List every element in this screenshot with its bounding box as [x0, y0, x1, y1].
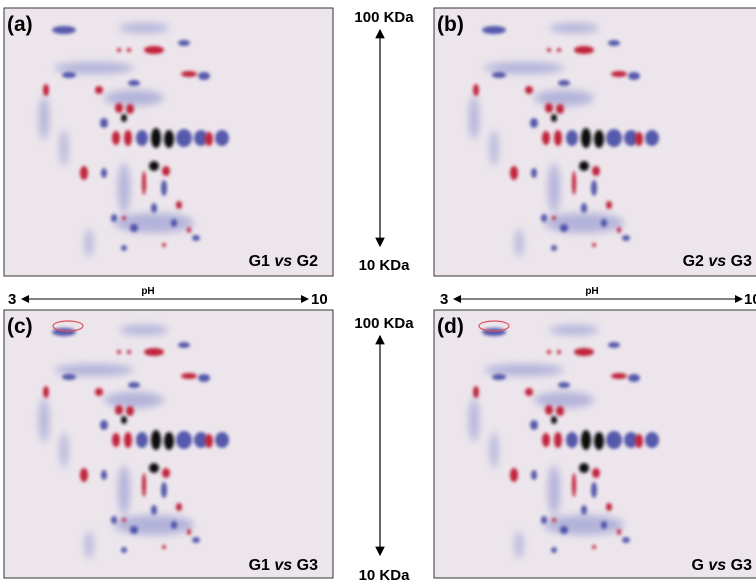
ph-low: 3 [8, 291, 16, 308]
mw-scale: 100 KDa 10 KDa [354, 315, 414, 584]
panel-caption: G1 vs G2 [249, 253, 318, 270]
panel-caption: G1 vs G3 [249, 557, 318, 574]
ph-label: pH [585, 286, 598, 297]
ph-high: 10 [744, 291, 756, 308]
ph-label: pH [141, 286, 154, 297]
ph-scale: 3 pH 10 [8, 286, 328, 308]
panel-caption: G2 vs G3 [683, 253, 752, 270]
panel: (b) G2 vs G3 [433, 7, 756, 277]
panel: (c) G1 vs G3 [3, 309, 334, 579]
mw-scale: 100 KDa 10 KDa [354, 9, 414, 274]
ph-low: 3 [440, 291, 448, 308]
mw-bottom-label: 10 KDa [359, 567, 411, 584]
mw-top-label: 100 KDa [354, 9, 414, 26]
panel: (a) G1 vs G2 [3, 7, 334, 277]
highlight-ring [52, 320, 84, 332]
mw-top-label: 100 KDa [354, 315, 414, 332]
ph-high: 10 [311, 291, 328, 308]
panel-label: (a) [7, 13, 33, 36]
highlight-ring [478, 320, 510, 332]
ph-scale: 3 pH 10 [440, 286, 756, 308]
panel: (d) G vs G3 [433, 309, 756, 579]
panel-label: (c) [7, 315, 33, 338]
panel-label: (d) [437, 315, 464, 338]
mw-bottom-label: 10 KDa [359, 257, 411, 274]
panel-caption: G vs G3 [692, 557, 753, 574]
panel-label: (b) [437, 13, 464, 36]
